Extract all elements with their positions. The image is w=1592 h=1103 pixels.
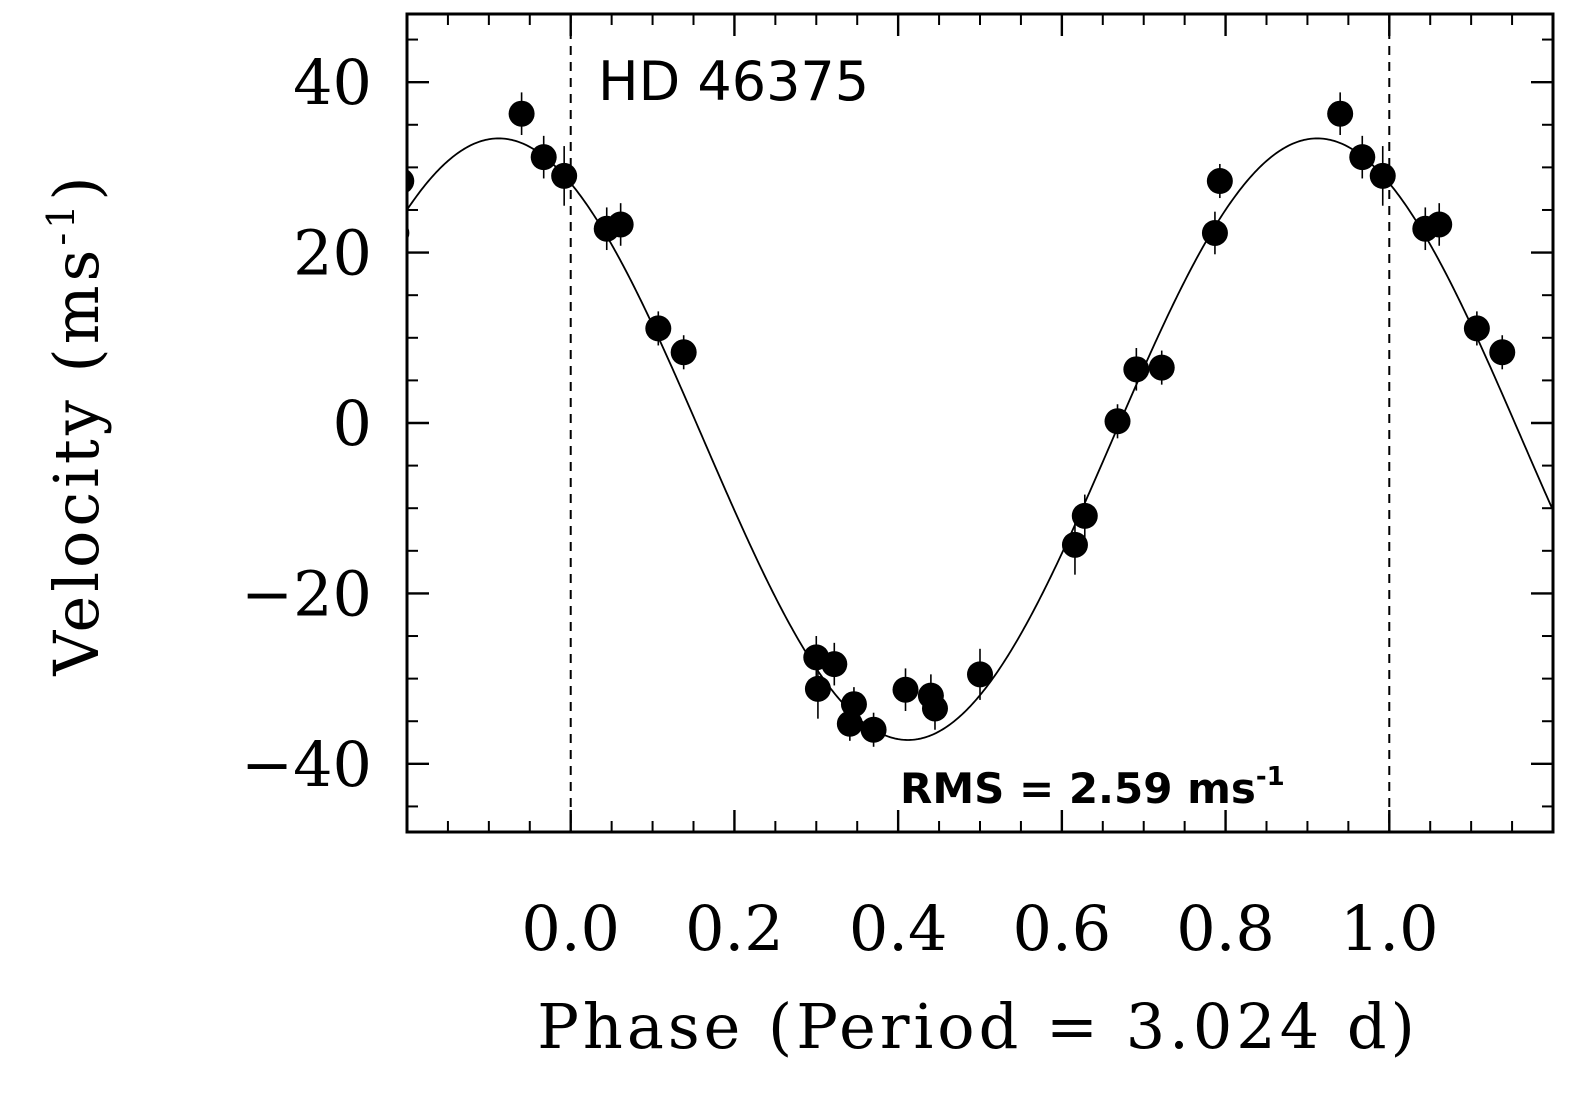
x-axis-title: Phase (Period = 3.024 d) [537, 990, 1419, 1063]
y-tick-label: −20 [241, 557, 372, 630]
data-point-marker [607, 211, 634, 238]
data-point-marker [804, 675, 831, 702]
y-tick-label: 40 [293, 46, 372, 119]
data-point [804, 659, 831, 719]
data-point-marker [670, 339, 697, 366]
data-point-marker [1463, 315, 1490, 342]
data-point-marker [508, 100, 535, 127]
data-point-marker [1071, 502, 1098, 529]
data-point-marker [407, 169, 415, 193]
plot-area [407, 14, 1553, 832]
data-point-marker [1426, 211, 1453, 238]
x-tick-label: 0.0 [521, 892, 620, 965]
data-point [1327, 92, 1354, 135]
plot-frame [405, 12, 1555, 834]
data-point [1463, 311, 1490, 346]
data-point [407, 225, 410, 241]
data-point [1104, 404, 1131, 439]
data-point [1201, 211, 1228, 255]
data-point [840, 687, 867, 722]
data-point-marker [1206, 168, 1233, 195]
data-point [1206, 163, 1233, 199]
y-axis-title-text: Velocity (ms [40, 246, 113, 677]
data-point-marker [840, 691, 867, 718]
data-point-marker [407, 225, 410, 241]
y-axis-title-close: ) [40, 172, 113, 200]
x-tick-label: 0.8 [1176, 892, 1275, 965]
data-point [530, 135, 557, 179]
data-point [407, 169, 415, 193]
data-point-marker [1104, 408, 1131, 435]
data-point [921, 687, 948, 730]
data-point [860, 712, 887, 747]
rms-superscript: -1 [1256, 762, 1285, 792]
rms-text: RMS = 2.59 ms [900, 764, 1256, 813]
data-point-marker [551, 162, 578, 189]
data-point [1426, 203, 1453, 246]
data-point-marker [1061, 531, 1088, 558]
data-point [821, 642, 848, 686]
rms-annotation: RMS = 2.59 ms-1 [900, 762, 1285, 813]
y-tick-label: 0 [333, 387, 372, 460]
x-tick-label: 0.2 [685, 892, 784, 965]
chart-title: HD 46375 [598, 50, 869, 113]
data-point-marker [1201, 219, 1228, 246]
data-point [607, 203, 634, 246]
data-point-marker [1489, 339, 1516, 366]
tick-labels: 0.0 0.2 0.4 0.6 0.8 1.0 −40 −20 0 20 40 [241, 46, 1438, 965]
data-point [892, 668, 919, 712]
x-tick-label: 1.0 [1340, 892, 1439, 965]
data-point [1349, 135, 1376, 179]
data-point [551, 146, 578, 206]
data-point [645, 311, 672, 346]
data-point-marker [530, 144, 557, 171]
x-tick-label: 0.6 [1013, 892, 1112, 965]
data-point [1369, 146, 1396, 206]
data-point-marker [1148, 354, 1175, 381]
data-point [1123, 348, 1150, 391]
data-point [1071, 494, 1098, 538]
data-point-marker [1327, 100, 1354, 127]
data-point [1061, 515, 1088, 575]
data-point-marker [836, 710, 863, 737]
data-point [1489, 335, 1516, 370]
y-tick-label: −40 [241, 728, 372, 801]
data-point [1148, 350, 1175, 385]
y-tick-label: 20 [293, 217, 372, 290]
data-point-marker [645, 315, 672, 342]
data-point [508, 92, 535, 135]
x-tick-label: 0.4 [849, 892, 948, 965]
data-point-marker [860, 716, 887, 743]
axis-ticks [407, 14, 1553, 832]
data-point-marker [967, 661, 993, 688]
data-point [967, 648, 993, 700]
data-point-marker [892, 676, 919, 703]
data-point-marker [1369, 162, 1396, 189]
data-point-marker [1349, 144, 1376, 171]
data-point-marker [921, 695, 948, 722]
data-point-marker [821, 651, 848, 678]
y-axis-title-superscript: -1 [39, 201, 83, 246]
data-point-marker [1123, 356, 1150, 383]
y-axis-title: Velocity (ms-1) [39, 172, 113, 676]
data-point [670, 335, 697, 370]
